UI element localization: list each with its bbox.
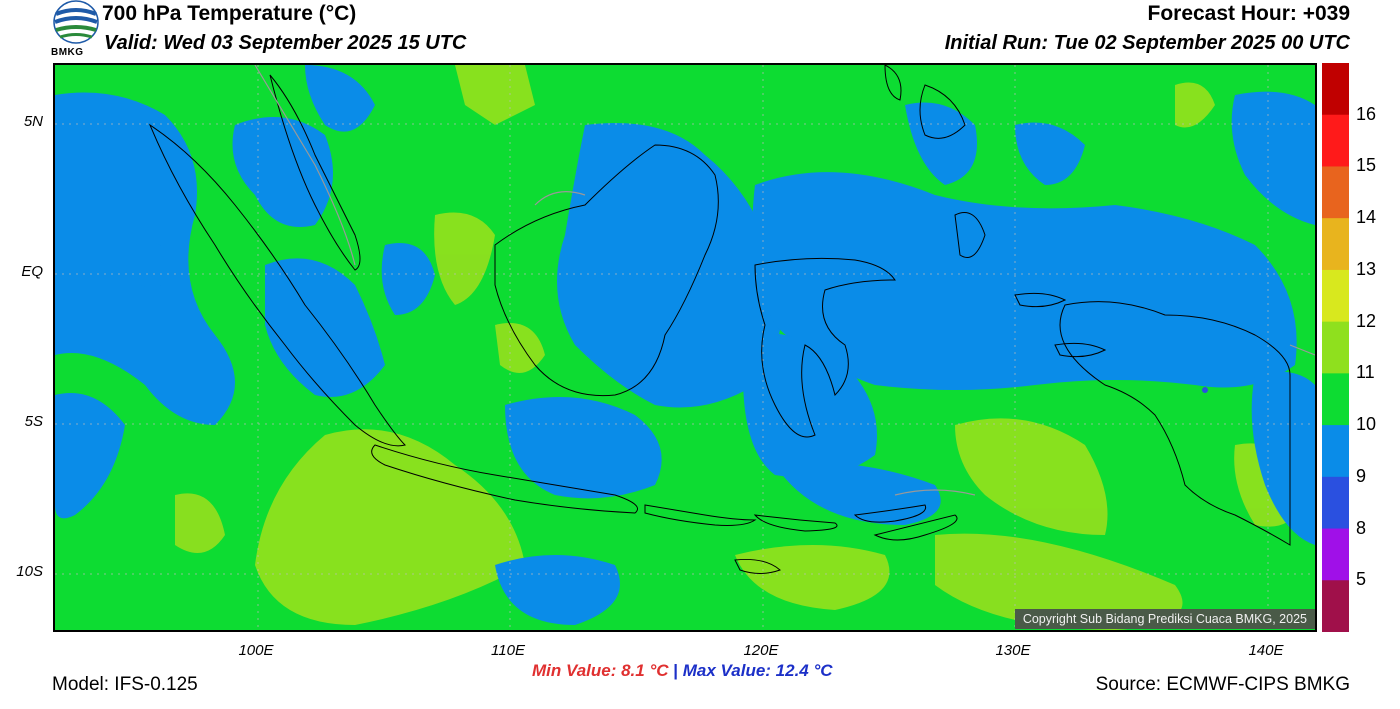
colorbar-label: 12 — [1356, 310, 1377, 331]
colorbar-label: 13 — [1356, 258, 1377, 279]
colorbar-segment — [1322, 114, 1349, 167]
lon-label-140e: 140E — [1248, 642, 1284, 659]
logo-text: BMKG — [51, 47, 84, 58]
colorbar-label: 9 — [1356, 465, 1367, 486]
lat-label-eq: EQ — [21, 263, 43, 280]
map-title: 700 hPa Temperature (°C) — [102, 2, 357, 25]
min-max-separator: | — [673, 661, 679, 680]
colorbar-label: 15 — [1356, 155, 1377, 176]
colorbar-label: 10 — [1356, 414, 1377, 435]
initial-run: Initial Run: Tue 02 September 2025 00 UT… — [944, 32, 1350, 54]
lon-label-120e: 120E — [743, 642, 779, 659]
colorbar — [1322, 63, 1349, 633]
lon-label-100e: 100E — [238, 642, 274, 659]
min-max-values: Min Value: 8.1 °C | Max Value: 12.4 °C — [532, 661, 833, 681]
colorbar-label: 14 — [1356, 207, 1377, 228]
max-value: Max Value: 12.4 °C — [682, 661, 833, 680]
colorbar-label: 16 — [1356, 103, 1377, 124]
colorbar-segment — [1322, 166, 1349, 219]
colorbar-segment — [1322, 528, 1349, 581]
forecast-hour: Forecast Hour: +039 — [1147, 2, 1351, 25]
colorbar-segment — [1322, 373, 1349, 426]
min-value: Min Value: 8.1 °C — [532, 661, 669, 680]
lat-label-5s: 5S — [24, 413, 43, 430]
colorbar-label: 5 — [1356, 569, 1367, 590]
lon-label-130e: 130E — [995, 642, 1031, 659]
colorbar-segment — [1322, 425, 1349, 478]
colorbar-segment — [1322, 218, 1349, 271]
copyright-notice: Copyright Sub Bidang Prediksi Cuaca BMKG… — [1014, 609, 1315, 629]
colorbar-segment — [1322, 476, 1349, 530]
colorbar-segment — [1322, 580, 1349, 633]
lon-label-110e: 110E — [491, 642, 525, 659]
valid-time: Valid: Wed 03 September 2025 15 UTC — [104, 32, 467, 54]
source-label: Source: ECMWF-CIPS BMKG — [1095, 674, 1350, 695]
colorbar-label: 8 — [1356, 517, 1367, 538]
lat-label-10s: 10S — [16, 563, 43, 580]
lat-label-5n: 5N — [23, 113, 43, 130]
bmkg-logo — [50, 0, 102, 62]
colorbar-segment — [1322, 321, 1349, 374]
colorbar-segment — [1322, 63, 1349, 116]
colorbar-segment — [1322, 269, 1349, 323]
colorbar-label: 11 — [1356, 362, 1375, 383]
model-label: Model: IFS-0.125 — [52, 674, 198, 695]
temperature-map — [53, 63, 1317, 632]
